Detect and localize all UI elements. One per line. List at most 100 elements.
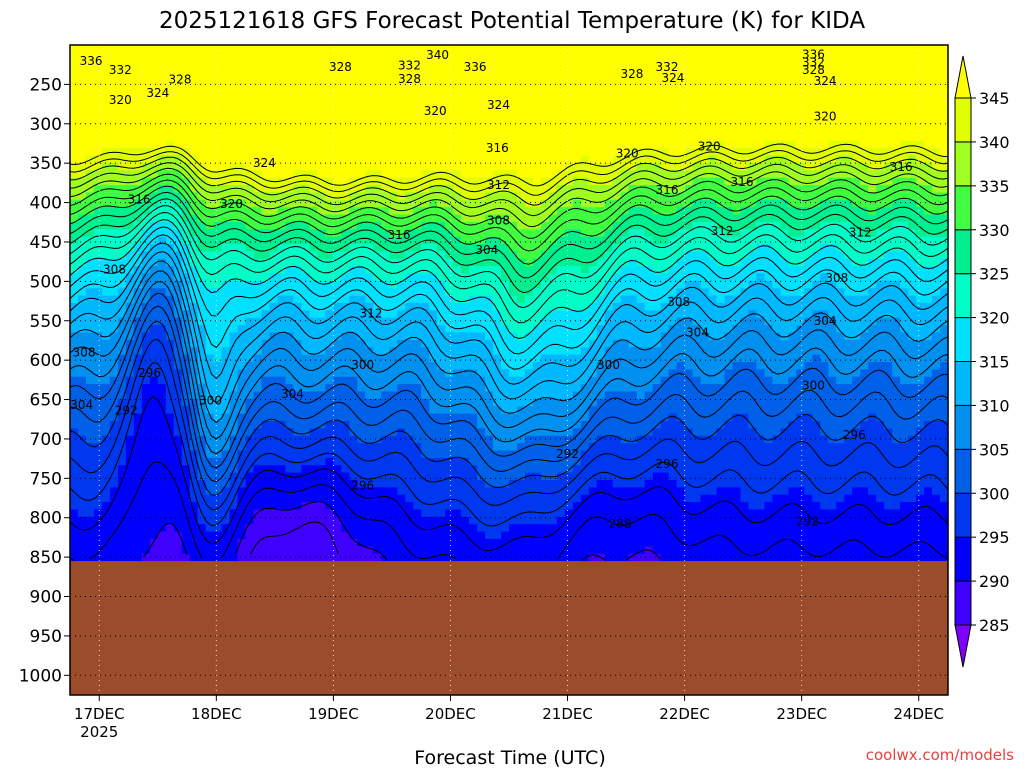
heatmap-cell: [237, 553, 247, 562]
heatmap-cell: [165, 221, 175, 230]
heatmap-cell: [604, 332, 614, 341]
heatmap-cell: [149, 310, 159, 319]
heatmap-cell: [524, 244, 534, 253]
heatmap-cell: [596, 524, 606, 533]
heatmap-cell: [165, 295, 175, 304]
heatmap-cell: [469, 376, 478, 385]
heatmap-cell: [221, 67, 231, 76]
heatmap-cell: [109, 310, 119, 319]
heatmap-cell: [461, 96, 470, 105]
heatmap-cell: [357, 155, 366, 164]
heatmap-cell: [532, 103, 542, 112]
heatmap-cell: [493, 199, 502, 208]
heatmap-cell: [612, 148, 622, 157]
heatmap-cell: [309, 207, 319, 216]
heatmap-cell: [445, 465, 454, 474]
heatmap-cell: [301, 465, 311, 474]
heatmap-cell: [461, 531, 470, 540]
heatmap-cell: [469, 111, 478, 120]
heatmap-cell: [445, 74, 454, 83]
heatmap-cell: [628, 465, 638, 474]
heatmap-cell: [117, 317, 127, 326]
heatmap-cell: [245, 487, 255, 496]
heatmap-cell: [564, 428, 574, 437]
heatmap-cell: [277, 229, 287, 238]
heatmap-cell: [285, 509, 295, 518]
heatmap-cell: [628, 472, 638, 481]
heatmap-cell: [604, 273, 614, 282]
heatmap-cell: [572, 384, 582, 393]
heatmap-cell: [149, 443, 159, 452]
heatmap-cell: [357, 207, 366, 216]
heatmap-cell: [596, 509, 606, 518]
heatmap-cell: [572, 214, 582, 223]
heatmap-cell: [293, 236, 303, 245]
heatmap-cell: [285, 303, 295, 311]
heatmap-cell: [109, 258, 119, 267]
heatmap-cell: [125, 258, 135, 267]
heatmap-cell: [165, 502, 175, 511]
heatmap-cell: [524, 155, 534, 164]
heatmap-cell: [333, 140, 342, 149]
heatmap-cell: [572, 531, 582, 540]
heatmap-cell: [493, 74, 502, 83]
heatmap-cell: [588, 524, 598, 533]
heatmap-cell: [325, 229, 334, 238]
heatmap-cell: [93, 170, 103, 179]
heatmap-cell: [381, 221, 390, 230]
heatmap-cell: [189, 258, 199, 267]
heatmap-cell: [453, 103, 462, 112]
heatmap-cell: [389, 494, 398, 503]
heatmap-cell: [173, 362, 183, 370]
heatmap-cell: [197, 553, 207, 562]
heatmap-cell: [445, 185, 454, 194]
heatmap-cell: [117, 457, 127, 466]
heatmap-cell: [532, 369, 542, 378]
heatmap-cell: [588, 288, 598, 297]
heatmap-cell: [133, 45, 143, 53]
heatmap-cell: [237, 428, 247, 437]
heatmap-cell: [93, 339, 103, 348]
heatmap-cell: [253, 546, 263, 555]
heatmap-cell: [628, 524, 638, 533]
heatmap-cell: [636, 133, 646, 142]
heatmap-cell: [93, 229, 103, 238]
heatmap-cell: [309, 170, 319, 179]
heatmap-cell: [301, 52, 311, 61]
heatmap-cell: [277, 199, 287, 208]
heatmap-cell: [357, 111, 366, 120]
heatmap-cell: [596, 546, 606, 555]
heatmap-cell: [516, 74, 526, 83]
heatmap-cell: [365, 531, 374, 540]
heatmap-cell: [564, 398, 574, 407]
heatmap-cell: [437, 339, 446, 348]
heatmap-cell: [293, 192, 303, 201]
heatmap-cell: [381, 524, 390, 533]
heatmap-cell: [357, 74, 366, 83]
heatmap-cell: [397, 45, 406, 53]
heatmap-cell: [77, 472, 87, 481]
heatmap-cell: [325, 288, 334, 297]
heatmap-cell: [317, 67, 327, 76]
heatmap-cell: [501, 420, 510, 429]
heatmap-cell: [501, 52, 510, 61]
heatmap-cell: [253, 192, 263, 201]
heatmap-cell: [277, 325, 287, 334]
heatmap-cell: [277, 509, 287, 518]
heatmap-cell: [70, 450, 79, 459]
heatmap-cell: [413, 332, 422, 341]
heatmap-cell: [493, 398, 502, 407]
heatmap-cell: [325, 155, 334, 164]
heatmap-cell: [461, 295, 470, 304]
heatmap-cell: [277, 413, 287, 422]
heatmap-cell: [540, 67, 550, 76]
heatmap-cell: [564, 280, 574, 289]
heatmap-cell: [596, 148, 606, 157]
heatmap-cell: [588, 52, 598, 61]
heatmap-cell: [453, 236, 462, 245]
heatmap-cell: [141, 214, 151, 223]
heatmap-cell: [453, 148, 462, 157]
heatmap-cell: [421, 325, 430, 334]
heatmap-cell: [277, 531, 287, 540]
heatmap-cell: [373, 45, 382, 53]
